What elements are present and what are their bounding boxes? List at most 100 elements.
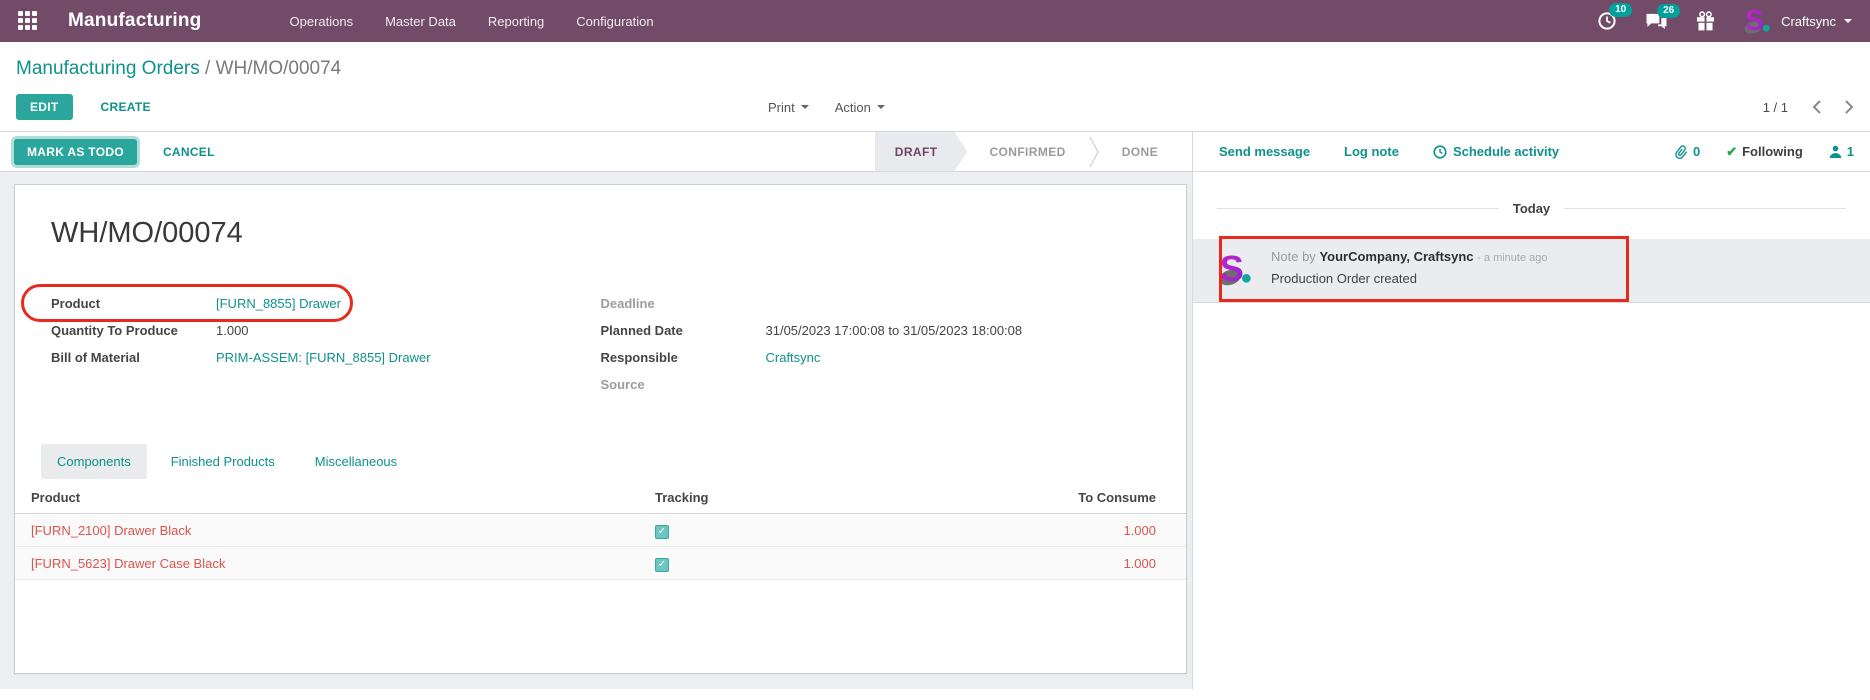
- field-value-planned-date: 31/05/2023 17:00:08 to 31/05/2023 18:00:…: [765, 323, 1023, 338]
- field-label-product: Product: [51, 296, 101, 311]
- attachments-button[interactable]: 0: [1674, 144, 1700, 160]
- field-value-responsible[interactable]: Craftsync: [765, 350, 821, 365]
- record-title: WH/MO/00074: [51, 217, 243, 249]
- person-icon: [1829, 145, 1842, 158]
- message-timestamp: - a minute ago: [1477, 252, 1548, 264]
- cell-product[interactable]: [FURN_2100] Drawer Black: [31, 522, 192, 538]
- check-icon: ✔: [1726, 143, 1738, 159]
- chatter-tools: 0 ✔ Following 1: [1674, 144, 1854, 160]
- components-table: Product Tracking To Consume [FURN_2100] …: [15, 481, 1186, 580]
- user-avatar: S: [1743, 5, 1773, 38]
- stage-bar: DRAFT CONFIRMED DONE: [875, 132, 1180, 171]
- tab-finished-products[interactable]: Finished Products: [170, 454, 275, 469]
- field-label-responsible: Responsible: [600, 350, 678, 365]
- field-label-source: Source: [600, 377, 645, 392]
- tracking-checkbox[interactable]: ✓: [655, 524, 669, 539]
- column-header-product: Product: [31, 489, 81, 505]
- user-menu[interactable]: S Craftsync: [1743, 5, 1852, 38]
- field-grid: Product [FURN_8855] Drawer Quantity To P…: [15, 284, 1187, 398]
- gift-icon[interactable]: [1696, 11, 1715, 31]
- table-row[interactable]: [FURN_5623] Drawer Case Black ✓ 1.000: [15, 547, 1186, 580]
- notebook: Components Finished Products Miscellaneo…: [15, 444, 1186, 580]
- cell-product[interactable]: [FURN_5623] Drawer Case Black: [31, 555, 226, 571]
- chatter-message: S Note by YourCompany, Craftsync - a min…: [1193, 236, 1870, 303]
- svg-text:S: S: [1220, 249, 1244, 287]
- paperclip-icon: [1675, 144, 1688, 159]
- field-label-bom: Bill of Material: [51, 350, 140, 365]
- create-button[interactable]: CREATE: [100, 100, 151, 114]
- caret-down-icon: [800, 105, 809, 109]
- activity-clock-icon[interactable]: 10: [1597, 3, 1633, 31]
- schedule-activity-label: Schedule activity: [1452, 144, 1560, 159]
- stage-done[interactable]: DONE: [1121, 144, 1158, 159]
- menu-configuration[interactable]: Configuration: [576, 13, 654, 29]
- following-button[interactable]: ✔ Following: [1726, 144, 1803, 160]
- action-menu[interactable]: Action: [835, 100, 885, 115]
- breadcrumb: Manufacturing Orders / WH/MO/00074: [16, 58, 1870, 80]
- schedule-activity-button[interactable]: Schedule activity: [1433, 144, 1559, 159]
- content-area: MARK AS TODO CANCEL DRAFT CONFIRMED DONE…: [0, 131, 1870, 689]
- pager-next-button[interactable]: [1845, 100, 1854, 114]
- tab-miscellaneous[interactable]: Miscellaneous: [314, 454, 398, 469]
- followers-button[interactable]: 1: [1829, 144, 1854, 159]
- breadcrumb-parent-link[interactable]: Manufacturing Orders: [16, 58, 200, 79]
- field-planned-date: Planned Date 31/05/2023 17:00:08 to 31/0…: [601, 317, 1187, 344]
- field-responsible: Responsible Craftsync: [601, 344, 1187, 371]
- print-menu[interactable]: Print: [768, 100, 809, 115]
- pager: 1 / 1: [1763, 100, 1854, 115]
- message-author: YourCompany, Craftsync: [1319, 249, 1474, 264]
- stage-draft[interactable]: DRAFT: [875, 132, 968, 171]
- cell-to-consume: 1.000: [1123, 522, 1156, 538]
- pager-count: 1 / 1: [1762, 99, 1788, 115]
- tab-components[interactable]: Components: [41, 444, 147, 479]
- top-navbar: Manufacturing Operations Master Data Rep…: [0, 0, 1870, 42]
- main-menu: Operations Master Data Reporting Configu…: [290, 14, 654, 29]
- breadcrumb-separator: /: [205, 58, 216, 79]
- svg-text:S: S: [1745, 5, 1764, 35]
- form-pane: MARK AS TODO CANCEL DRAFT CONFIRMED DONE…: [0, 132, 1192, 689]
- breadcrumb-current: WH/MO/00074: [215, 58, 342, 79]
- mark-as-todo-button[interactable]: MARK AS TODO: [14, 138, 137, 165]
- statusbar: MARK AS TODO CANCEL DRAFT CONFIRMED DONE: [0, 132, 1192, 172]
- form-sheet: WH/MO/00074 Product [FURN_8855] Drawer Q…: [14, 184, 1187, 674]
- message-text: Production Order created: [1271, 271, 1417, 286]
- notebook-tabs: Components Finished Products Miscellaneo…: [15, 444, 1186, 479]
- messages-icon[interactable]: 26: [1645, 3, 1681, 31]
- message-avatar: S: [1217, 248, 1255, 290]
- stage-confirmed[interactable]: CONFIRMED: [989, 144, 1066, 159]
- message-body: Note by YourCompany, Craftsync - a minut…: [1271, 249, 1548, 290]
- activity-badge: 10: [1609, 3, 1633, 17]
- sheet-background: WH/MO/00074 Product [FURN_8855] Drawer Q…: [0, 172, 1192, 689]
- clock-icon: [1433, 144, 1447, 159]
- edit-button[interactable]: EDIT: [16, 94, 73, 120]
- date-divider: Today: [1217, 201, 1846, 216]
- field-label-quantity: Quantity To Produce: [51, 323, 178, 338]
- message-prefix: Note by: [1271, 249, 1316, 264]
- field-value-bom[interactable]: PRIM-ASSEM: [FURN_8855] Drawer: [216, 350, 431, 365]
- navbar-systray: 10 26 S: [1597, 3, 1870, 38]
- following-label: Following: [1742, 144, 1803, 159]
- menu-master-data[interactable]: Master Data: [385, 13, 456, 29]
- cancel-button[interactable]: CANCEL: [162, 144, 215, 159]
- field-label-deadline: Deadline: [600, 296, 655, 311]
- control-panel: Manufacturing Orders / WH/MO/00074 EDIT …: [0, 42, 1870, 131]
- follower-count: 1: [1846, 144, 1854, 159]
- message-feed: Today S Note by YourCompany: [1193, 172, 1870, 689]
- messages-badge: 26: [1657, 3, 1681, 18]
- pager-previous-button[interactable]: [1812, 100, 1821, 114]
- apps-menu-icon[interactable]: [18, 11, 38, 31]
- chatter-panel: Send message Log note Schedule activity …: [1192, 132, 1870, 689]
- tracking-checkbox[interactable]: ✓: [655, 557, 669, 572]
- menu-reporting[interactable]: Reporting: [487, 13, 545, 29]
- stage-separator-icon: [1088, 132, 1100, 171]
- field-value-product[interactable]: [FURN_8855] Drawer: [216, 296, 341, 311]
- caret-down-icon: [1844, 19, 1852, 23]
- column-header-to-consume: To Consume: [1078, 489, 1156, 505]
- table-header-row: Product Tracking To Consume: [15, 481, 1186, 514]
- menu-operations[interactable]: Operations: [289, 13, 354, 29]
- table-row[interactable]: [FURN_2100] Drawer Black ✓ 1.000: [15, 514, 1186, 547]
- cell-to-consume: 1.000: [1123, 555, 1156, 571]
- log-note-button[interactable]: Log note: [1344, 144, 1399, 159]
- send-message-button[interactable]: Send message: [1219, 144, 1311, 159]
